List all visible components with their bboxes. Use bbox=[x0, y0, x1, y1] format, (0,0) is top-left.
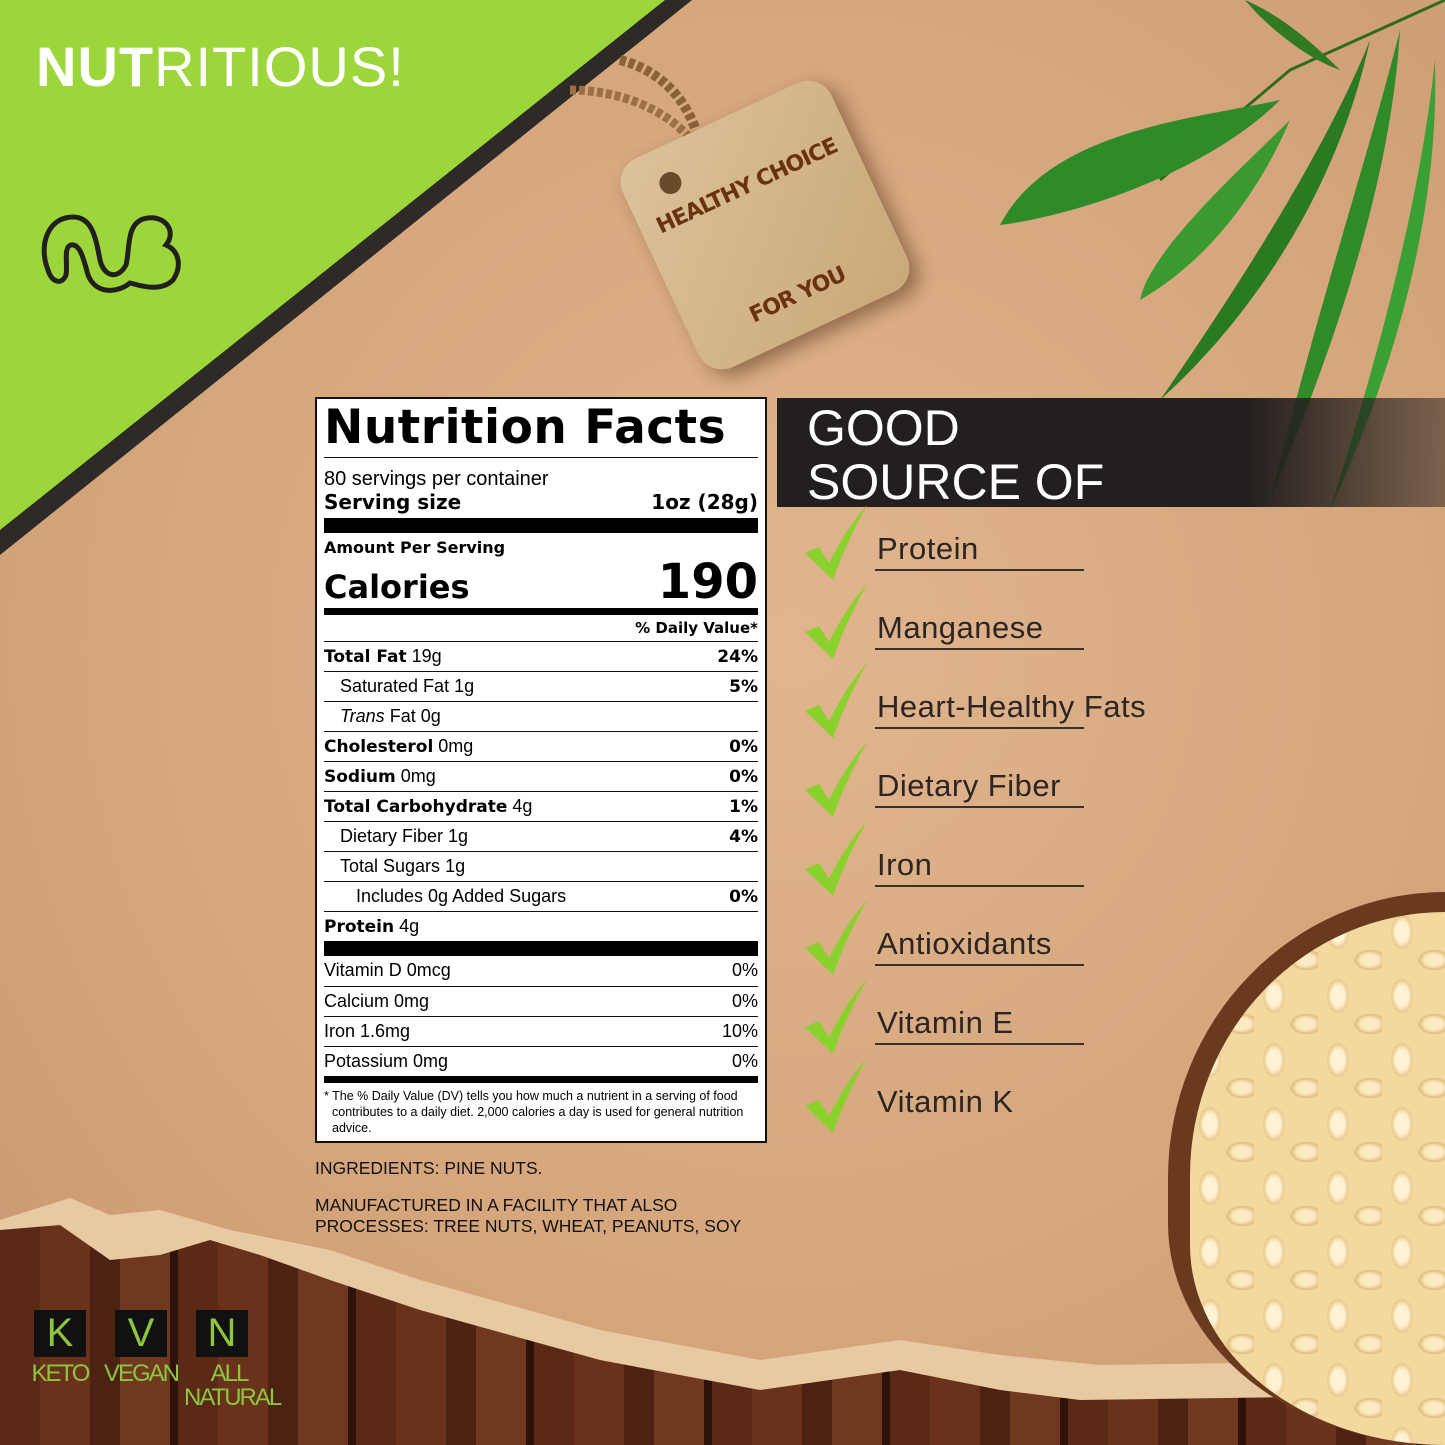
ingredients-text: INGREDIENTS: PINE NUTS. bbox=[315, 1158, 543, 1178]
good-source-label: Antioxidants bbox=[877, 926, 1052, 961]
vegan-label: VEGAN bbox=[103, 1360, 180, 1387]
checkmark-icon bbox=[805, 742, 867, 817]
row-total-carbohydrate: Total Carbohydrate 4g 1% bbox=[324, 791, 758, 821]
brand-logo-icon bbox=[41, 214, 181, 293]
nutrition-title: Nutrition Facts bbox=[324, 399, 758, 458]
allergens-text-1: MANUFACTURED IN A FACILITY THAT ALSO bbox=[315, 1195, 678, 1215]
serving-size-row: Serving size 1oz (28g) bbox=[324, 490, 758, 533]
good-source-label: Heart-Healthy Fats bbox=[877, 689, 1147, 724]
divider bbox=[875, 806, 1084, 808]
all-natural-label: ALL NATURAL bbox=[184, 1360, 282, 1411]
tag-hole bbox=[655, 168, 686, 198]
tag-line-2: FOR YOU bbox=[745, 262, 850, 329]
divider bbox=[875, 885, 1084, 887]
keto-label: KETO bbox=[31, 1360, 91, 1387]
good-source-item: Protein bbox=[805, 505, 1105, 584]
row-protein: Protein 4g bbox=[324, 911, 758, 956]
checkmark-icon bbox=[805, 900, 867, 975]
divider bbox=[875, 569, 1084, 571]
ingredients-block: INGREDIENTS: PINE NUTS. MANUFACTURED IN … bbox=[315, 1158, 741, 1237]
checkmark-icon bbox=[805, 821, 867, 896]
allergens-text-2: PROCESSES: TREE NUTS, WHEAT, PEANUTS, SO… bbox=[315, 1216, 742, 1236]
row-added-sugars: Includes 0g Added Sugars 0% bbox=[324, 881, 758, 911]
row-trans-fat: Trans Fat 0g bbox=[324, 701, 758, 731]
row-vitamin-d: Vitamin D 0mcg 0% bbox=[324, 960, 758, 980]
row-total-fat: Total Fat 19g 24% bbox=[324, 641, 758, 671]
good-source-item: Vitamin E bbox=[805, 979, 1105, 1058]
checkmark-icon bbox=[805, 505, 867, 580]
keto-badge: K bbox=[34, 1310, 86, 1357]
good-source-label: Vitamin K bbox=[877, 1084, 1014, 1119]
headline: NUTRITIOUS! bbox=[36, 35, 405, 98]
row-saturated-fat: Saturated Fat 1g 5% bbox=[324, 671, 758, 701]
good-source-item: Dietary Fiber bbox=[805, 742, 1105, 821]
servings-per-container: 80 servings per container bbox=[324, 468, 549, 490]
divider bbox=[875, 648, 1084, 650]
checkmark-icon bbox=[805, 584, 867, 659]
green-corner-banner bbox=[0, 0, 692, 555]
calories-row: Calories 190 bbox=[324, 557, 758, 615]
good-source-label: Protein bbox=[877, 531, 979, 566]
good-source-item: Vitamin K bbox=[805, 1058, 1105, 1137]
good-source-label: Iron bbox=[877, 847, 933, 882]
good-source-item: Antioxidants bbox=[805, 900, 1105, 979]
daily-value-header: % Daily Value* bbox=[635, 619, 758, 637]
checkmark-icon bbox=[805, 979, 867, 1054]
divider bbox=[875, 964, 1084, 966]
vegan-badge: V bbox=[115, 1310, 167, 1357]
amount-per-serving: Amount Per Serving bbox=[324, 538, 506, 557]
all-natural-badge: N bbox=[196, 1310, 248, 1357]
divider bbox=[875, 1043, 1084, 1045]
palm-leaf-icon bbox=[1000, 0, 1445, 510]
nutrition-facts-label: Nutrition Facts 80 servings per containe… bbox=[315, 397, 767, 1143]
good-source-label: Vitamin E bbox=[877, 1005, 1014, 1040]
row-total-sugars: Total Sugars 1g bbox=[324, 851, 758, 881]
daily-value-footnote: * The % Daily Value (DV) tells you how m… bbox=[324, 1089, 744, 1135]
row-calcium: Calcium 0mg 0% bbox=[324, 986, 758, 1016]
row-iron: Iron 1.6mg 10% bbox=[324, 1016, 758, 1046]
row-dietary-fiber: Dietary Fiber 1g 4% bbox=[324, 821, 758, 851]
good-source-label: Manganese bbox=[877, 610, 1044, 645]
checkmark-icon bbox=[805, 1058, 867, 1133]
row-sodium: Sodium 0mg 0% bbox=[324, 761, 758, 791]
checkmark-icon bbox=[805, 663, 867, 738]
row-cholesterol: Cholesterol 0mg 0% bbox=[324, 731, 758, 761]
row-potassium: Potassium 0mg 0% bbox=[324, 1046, 758, 1083]
good-source-header: GOOD SOURCE OF bbox=[777, 398, 1445, 507]
divider bbox=[875, 727, 1084, 729]
good-source-label: Dietary Fiber bbox=[877, 768, 1061, 803]
good-source-item: Manganese bbox=[805, 584, 1105, 663]
good-source-item: Iron bbox=[805, 821, 1105, 900]
good-source-item: Heart-Healthy Fats bbox=[805, 663, 1146, 742]
